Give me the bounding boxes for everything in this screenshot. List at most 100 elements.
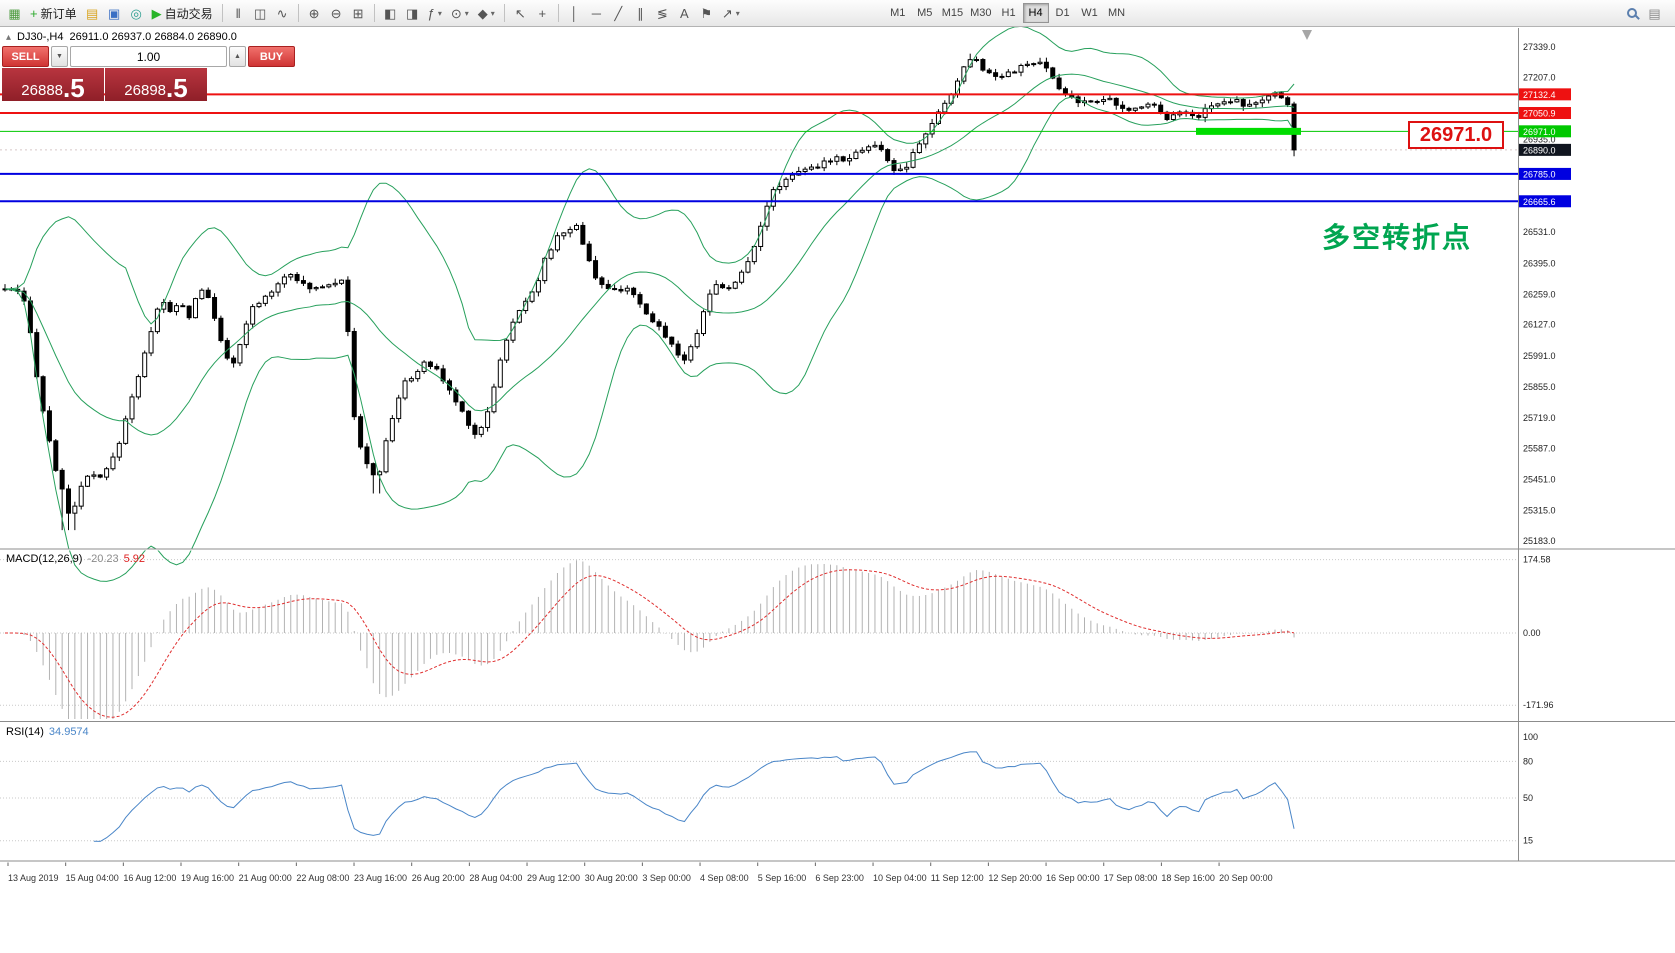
oct-collapse-arrow-icon[interactable]: ▴ xyxy=(6,31,12,43)
toolbar-separator xyxy=(297,4,299,22)
search-icon xyxy=(1626,8,1637,18)
svg-text:25451.0: 25451.0 xyxy=(1523,475,1556,485)
dropdown-arrow-icon: ▾ xyxy=(490,8,495,18)
toolbar-right-group: ▤ xyxy=(1621,2,1665,24)
svg-text:26259.0: 26259.0 xyxy=(1523,289,1556,299)
timeframe-group: M1 M5 M15 M30 H1 H4 D1 W1 MN xyxy=(885,3,1130,23)
periods-button[interactable]: ⊙ ▾ xyxy=(447,2,473,24)
toolbar: ▦ + 新订单 ▤ ▣ ◎ ▶ 自动交易 ‖ ◫ ∿ ⊕ ⊖ ⊞ ◧ ◨ ƒ ▾ ⊙ ▾ ◆ ▾ ↖ + │ ─ ╱ ∥ ≶ A ⚑ ↗ ▾ M1… xyxy=(0,0,1675,27)
bar-chart-button[interactable]: ‖ xyxy=(228,2,249,24)
timeframe-m30-button[interactable]: M30 xyxy=(970,7,992,19)
price-callout-label[interactable]: 26971.0 xyxy=(1408,121,1504,149)
svg-text:6 Sep 23:00: 6 Sep 23:00 xyxy=(815,873,864,883)
timeframe-m5-button[interactable]: M5 xyxy=(917,7,933,19)
crosshair-button[interactable]: + xyxy=(532,2,553,24)
volume-decrease-button[interactable]: ▼ xyxy=(51,46,68,67)
buy-price-fraction: .5 xyxy=(166,72,188,103)
svg-text:27050.9: 27050.9 xyxy=(1523,109,1556,119)
cascade-windows-icon: ◨ xyxy=(405,5,419,21)
autotrading-button-label: 自动交易 xyxy=(164,6,213,21)
label-button[interactable]: ⚑ xyxy=(696,2,717,24)
trendline-button[interactable]: ╱ xyxy=(608,2,629,24)
chart-symbol-period: DJ30-,H4 xyxy=(17,31,64,43)
buy-price[interactable]: 26898.5 xyxy=(105,68,207,101)
svg-text:10 Sep 04:00: 10 Sep 04:00 xyxy=(873,873,927,883)
arrows-icon: ↗ xyxy=(721,5,733,21)
search-button[interactable] xyxy=(1621,2,1642,24)
svg-text:0.00: 0.00 xyxy=(1523,628,1541,638)
dropdown-arrow-icon: ▾ xyxy=(735,8,740,18)
macd-value-main: -20.23 xyxy=(87,553,119,565)
indicators-button[interactable]: ƒ ▾ xyxy=(424,2,446,24)
one-click-trading-panel: SELL ▼ ▲ BUY 26888.5 26898.5 xyxy=(2,46,295,101)
charts-bar-button[interactable]: ▣ xyxy=(104,2,125,24)
trendline-icon: ╱ xyxy=(614,5,623,21)
svg-text:16 Sep 00:00: 16 Sep 00:00 xyxy=(1046,873,1100,883)
profiles-icon: ▤ xyxy=(85,5,99,21)
autotrading-button[interactable]: ▶ 自动交易 xyxy=(148,2,217,24)
svg-text:22 Aug 08:00: 22 Aug 08:00 xyxy=(296,873,349,883)
data-window-icon: ◎ xyxy=(130,5,142,21)
fibonacci-icon: ≶ xyxy=(656,5,668,21)
bollinger-bands xyxy=(4,25,1295,582)
svg-text:15 Aug 04:00: 15 Aug 04:00 xyxy=(66,873,119,883)
svg-text:26971.0: 26971.0 xyxy=(1523,127,1556,137)
rsi-panel: 100 80 50 15 xyxy=(0,732,1538,846)
macd-name: MACD(12,26,9) xyxy=(6,553,83,565)
cursor-button[interactable]: ↖ xyxy=(510,2,531,24)
tile-windows-button[interactable]: ⊞ xyxy=(348,2,369,24)
zoom-in-button[interactable]: ⊕ xyxy=(304,2,325,24)
indicators-icon: ƒ xyxy=(427,5,435,21)
cascade-windows-button[interactable]: ◨ xyxy=(402,2,423,24)
timeframe-w1-button[interactable]: W1 xyxy=(1081,7,1098,19)
rsi-indicator-label: RSI(14) 34.9574 xyxy=(6,726,89,738)
svg-text:26127.0: 26127.0 xyxy=(1523,320,1556,330)
vertical-line-button[interactable]: │ xyxy=(564,2,585,24)
chart-annotation-text[interactable]: 多空转折点 xyxy=(1322,222,1473,253)
channel-button[interactable]: ∥ xyxy=(630,2,651,24)
toolbar-separator xyxy=(373,4,375,22)
templates-icon: ◆ xyxy=(477,5,488,21)
volume-increase-button[interactable]: ▲ xyxy=(229,46,246,67)
app-button[interactable]: ▦ xyxy=(4,2,25,24)
label-icon: ⚑ xyxy=(700,5,713,21)
svg-text:16 Aug 12:00: 16 Aug 12:00 xyxy=(123,873,176,883)
line-chart-button[interactable]: ∿ xyxy=(272,2,293,24)
timeframe-mn-button[interactable]: MN xyxy=(1107,7,1126,19)
templates-button[interactable]: ◆ ▾ xyxy=(474,2,499,24)
svg-text:25587.0: 25587.0 xyxy=(1523,443,1556,453)
price-axis-labels: 27339.0 27207.0 26935.0 26531.0 26395.0 26259… xyxy=(1523,42,1556,546)
timeframe-d1-button[interactable]: D1 xyxy=(1055,7,1070,19)
svg-text:21 Aug 00:00: 21 Aug 00:00 xyxy=(239,873,292,883)
zoom-out-button[interactable]: ⊖ xyxy=(326,2,347,24)
macd-panel: 174.58 0.00 -171.96 xyxy=(0,555,1554,719)
svg-text:26531.0: 26531.0 xyxy=(1523,227,1556,237)
timeframe-h1-button[interactable]: H1 xyxy=(1001,7,1016,19)
buy-button[interactable]: BUY xyxy=(248,46,295,67)
svg-text:80: 80 xyxy=(1523,756,1533,766)
profiles-button[interactable]: ▤ xyxy=(82,2,103,24)
svg-text:12 Sep 20:00: 12 Sep 20:00 xyxy=(988,873,1042,883)
candlestick-chart-button[interactable]: ◫ xyxy=(250,2,271,24)
data-window-button[interactable]: ◎ xyxy=(126,2,147,24)
timeframe-m1-button[interactable]: M1 xyxy=(890,7,906,19)
svg-text:-171.96: -171.96 xyxy=(1523,700,1554,710)
sell-button[interactable]: SELL xyxy=(2,46,49,67)
svg-text:100: 100 xyxy=(1523,732,1538,742)
quick-settings-button[interactable]: ▤ xyxy=(1644,2,1665,24)
new-order-button[interactable]: + 新订单 xyxy=(26,2,81,24)
timeframe-h4-button[interactable]: H4 xyxy=(1022,3,1049,23)
volume-input[interactable] xyxy=(70,46,227,67)
horizontal-line-button[interactable]: ─ xyxy=(586,2,607,24)
svg-text:3 Sep 00:00: 3 Sep 00:00 xyxy=(642,873,691,883)
toolbar-separator xyxy=(557,4,559,22)
channel-icon: ∥ xyxy=(637,5,644,21)
horizontal-line-icon: ─ xyxy=(591,5,601,21)
text-button[interactable]: A xyxy=(674,2,695,24)
timeframe-m15-button[interactable]: M15 xyxy=(941,7,964,19)
sell-price[interactable]: 26888.5 xyxy=(2,68,104,101)
arrange-windows-button[interactable]: ◧ xyxy=(380,2,401,24)
fibonacci-button[interactable]: ≶ xyxy=(652,2,673,24)
arrows-button[interactable]: ↗ ▾ xyxy=(718,2,744,24)
rsi-name: RSI(14) xyxy=(6,726,44,738)
